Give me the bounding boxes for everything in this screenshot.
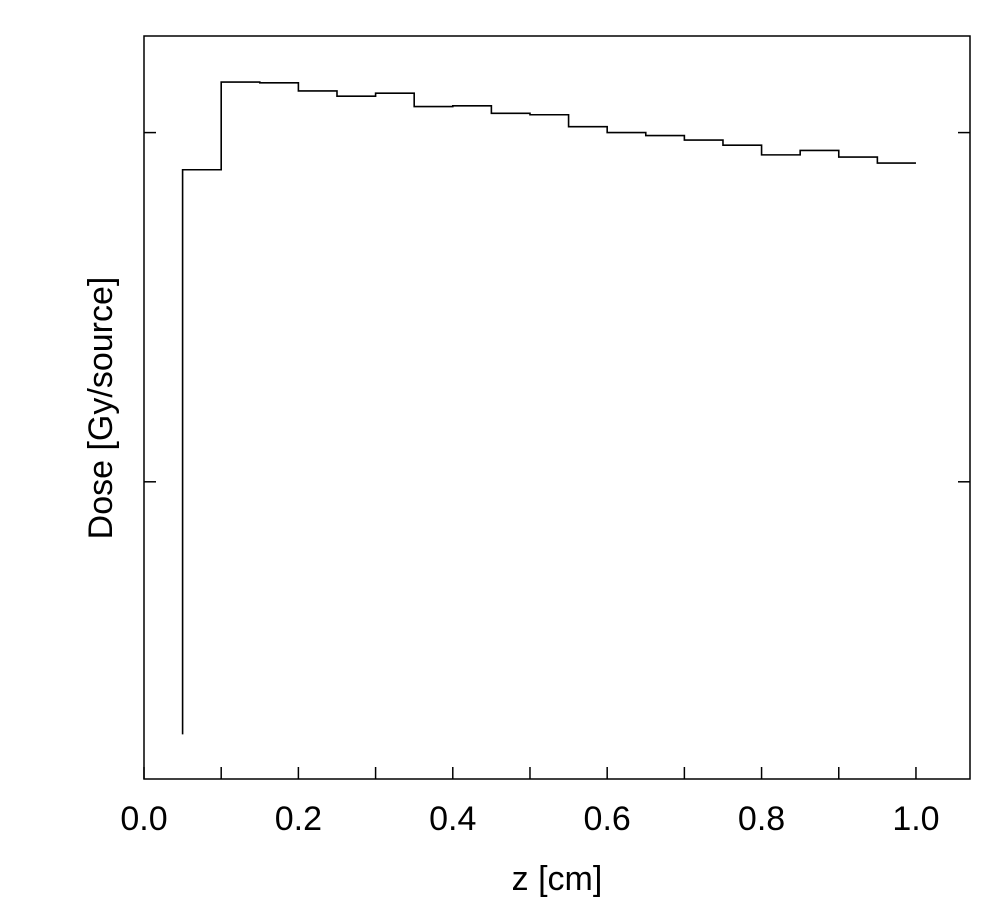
x-tick-label: 0.2 — [275, 800, 322, 838]
x-tick-label: 0.6 — [584, 800, 631, 838]
x-axis-label: z [cm] — [512, 860, 603, 898]
x-tick-label: 0.8 — [738, 800, 785, 838]
x-tick-label: 0.0 — [120, 800, 167, 838]
dose-series-line — [181, 81, 916, 735]
plot-frame — [143, 35, 971, 780]
x-tick-label: 1.0 — [892, 800, 939, 838]
x-ticks — [143, 767, 917, 779]
y-axis-label: Dose [Gy/source] — [82, 277, 120, 540]
x-tick-label: 0.4 — [429, 800, 476, 838]
y-ticks — [144, 131, 970, 483]
x-tick-labels: 0.0 0.2 0.4 0.6 0.8 1.0 — [120, 800, 939, 838]
